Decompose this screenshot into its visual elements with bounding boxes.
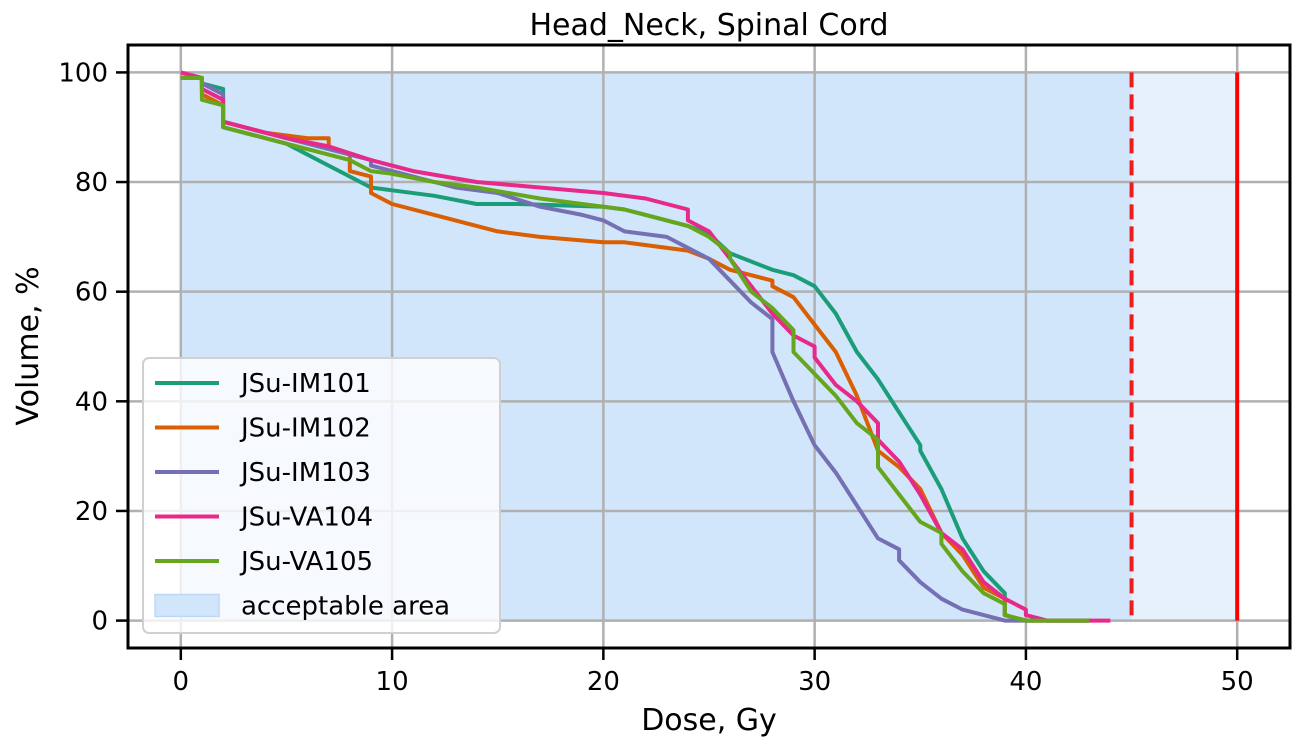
y-tick-label: 0	[91, 607, 108, 637]
legend-label: JSu-IM103	[239, 458, 371, 488]
legend-swatch	[154, 593, 220, 618]
legend-label: JSu-IM102	[239, 414, 371, 444]
series-line-jsu-va104	[180, 70, 1111, 623]
legend-label: JSu-IM101	[239, 369, 371, 399]
x-tick-label: 30	[798, 667, 831, 697]
y-tick-label: 80	[75, 168, 108, 198]
y-tick-label: 20	[75, 497, 108, 527]
series-line-jsu-va105	[180, 75, 1090, 623]
y-tick-labels: 0 20 40 60 80 100	[58, 58, 128, 637]
legend-box	[142, 357, 501, 634]
x-tick-labels: 0 10 20 30 40 50	[173, 648, 1254, 697]
x-axis-label: Dose, Gy	[641, 703, 777, 738]
tolerance-band	[1131, 72, 1238, 621]
y-tick-label: 40	[75, 387, 108, 417]
limit-lines	[1129, 72, 1240, 621]
x-tick-label: 20	[587, 667, 620, 697]
x-tick-label: 40	[1009, 667, 1042, 697]
x-tick-label: 10	[376, 667, 409, 697]
x-tick-label: 0	[173, 667, 190, 697]
plot-frame	[126, 43, 1292, 650]
legend-label: JSu-VA104	[239, 503, 373, 533]
series-lines	[180, 70, 1111, 623]
axes	[126, 43, 1292, 650]
y-tick-label: 100	[58, 58, 108, 88]
legend-label: acceptable area	[241, 592, 450, 622]
chart-title: Head_Neck, Spinal Cord	[529, 8, 888, 43]
y-tick-label: 60	[75, 278, 108, 308]
legend-label: JSu-VA105	[239, 547, 373, 577]
legend: JSu-IM101 JSu-IM102 JSu-IM103 JSu-VA104 JSu-…	[142, 357, 501, 634]
y-axis-label: Volume, %	[11, 266, 46, 425]
x-tick-label: 50	[1221, 667, 1254, 697]
